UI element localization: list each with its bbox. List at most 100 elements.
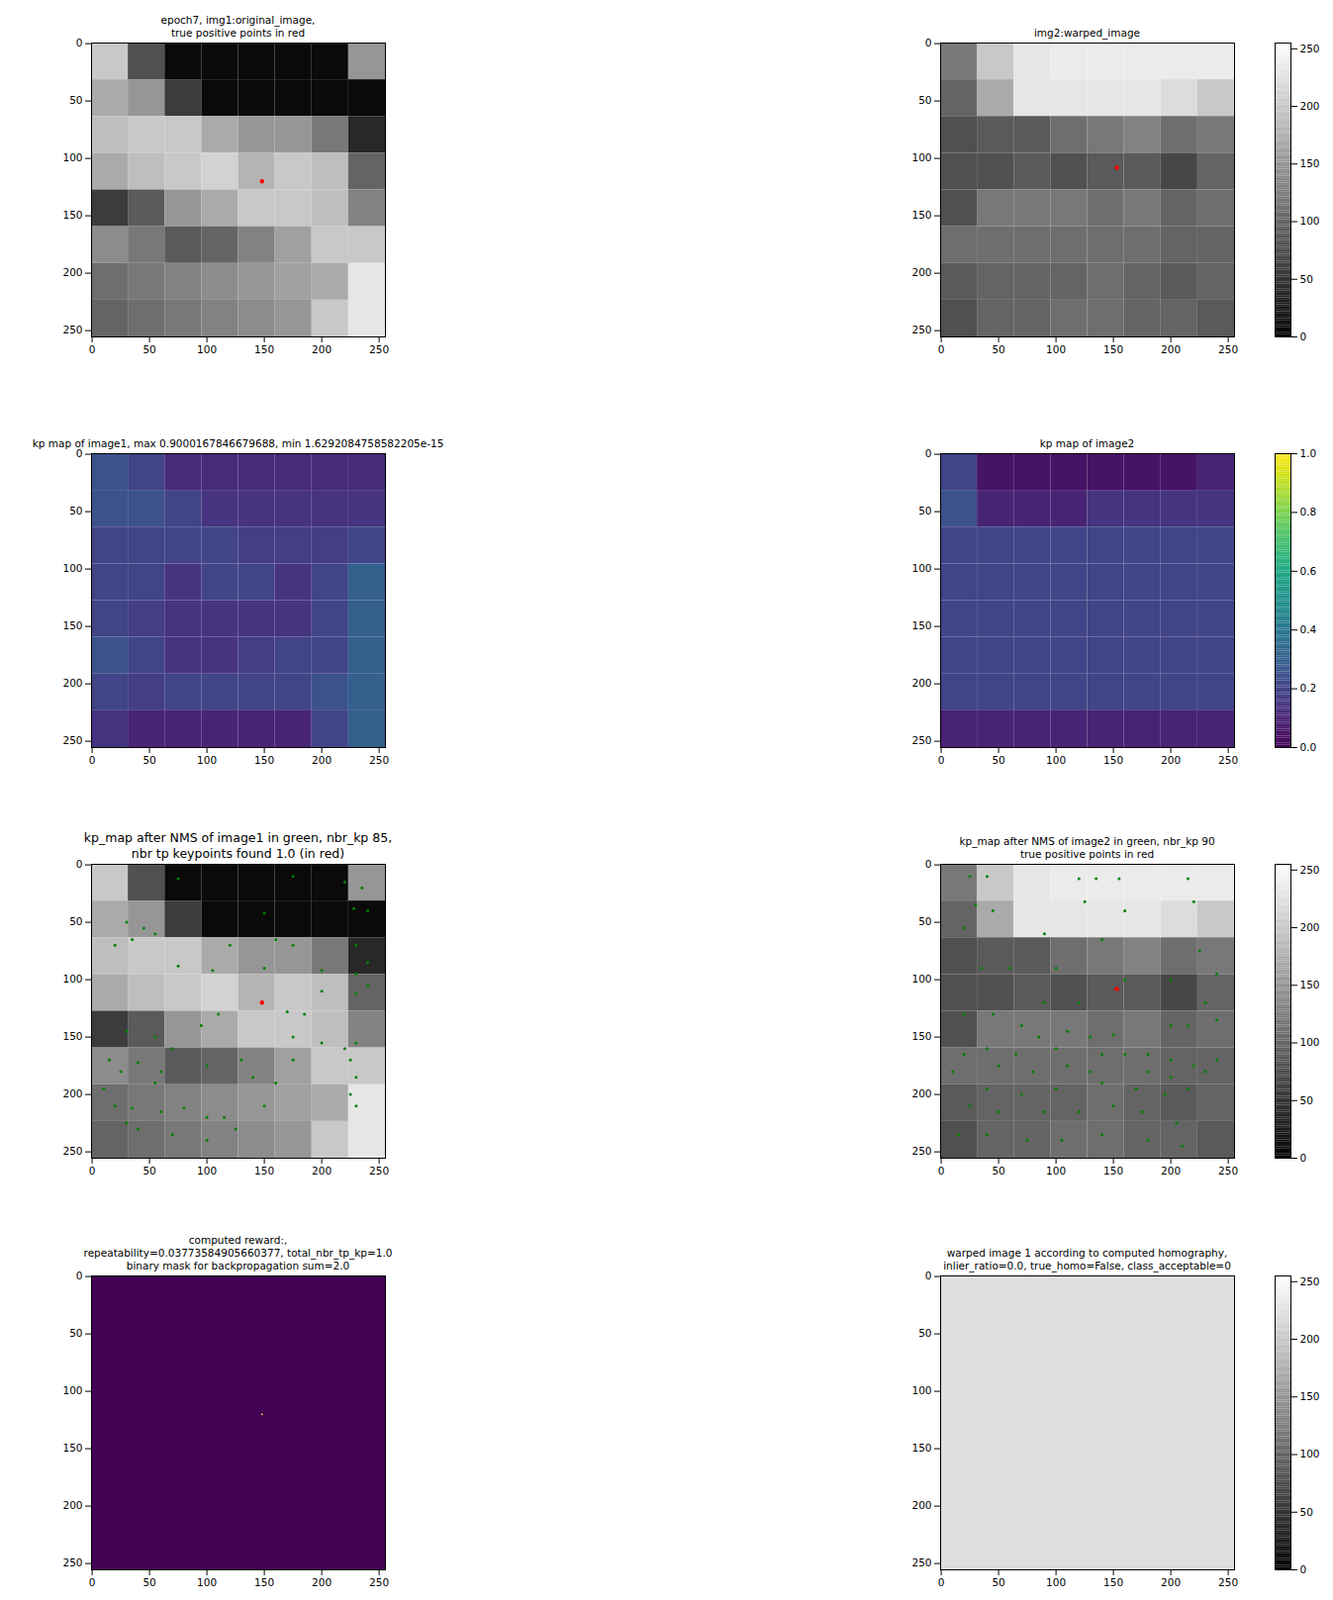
svg-text:100: 100	[196, 1576, 217, 1589]
svg-text:150: 150	[62, 1030, 83, 1043]
svg-text:50: 50	[69, 94, 83, 106]
svg-text:250: 250	[62, 1556, 83, 1569]
svg-text:150: 150	[911, 619, 932, 632]
svg-text:200: 200	[1160, 343, 1181, 356]
svg-text:150: 150	[254, 1164, 275, 1177]
svg-text:50: 50	[918, 1327, 932, 1339]
svg-text:100: 100	[1046, 754, 1066, 766]
svg-text:50: 50	[142, 754, 156, 766]
svg-text:0.6: 0.6	[1300, 565, 1318, 577]
svg-text:150: 150	[62, 1441, 83, 1454]
svg-text:50: 50	[991, 1164, 1005, 1177]
svg-text:50: 50	[918, 915, 932, 928]
svg-text:150: 150	[1300, 157, 1321, 170]
svg-text:250: 250	[62, 323, 83, 336]
svg-text:250: 250	[1218, 1576, 1238, 1589]
svg-text:250: 250	[62, 734, 83, 747]
svg-text:150: 150	[911, 1030, 932, 1043]
svg-text:150: 150	[254, 343, 275, 356]
svg-text:0: 0	[76, 1269, 84, 1282]
svg-text:50: 50	[918, 504, 932, 517]
svg-text:200: 200	[911, 1087, 932, 1100]
svg-text:200: 200	[911, 676, 932, 689]
svg-text:100: 100	[62, 562, 83, 574]
svg-text:100: 100	[1046, 1576, 1066, 1589]
svg-text:200: 200	[311, 343, 332, 356]
svg-text:50: 50	[142, 1576, 156, 1589]
svg-text:200: 200	[1300, 921, 1321, 934]
svg-text:100: 100	[196, 343, 217, 356]
svg-text:150: 150	[1300, 978, 1321, 991]
svg-text:250: 250	[62, 1144, 83, 1157]
svg-text:250: 250	[1300, 863, 1321, 876]
svg-text:250: 250	[1218, 343, 1238, 356]
svg-text:0.0: 0.0	[1300, 741, 1318, 754]
svg-text:150: 150	[254, 1576, 275, 1589]
svg-text:200: 200	[62, 676, 83, 689]
svg-text:150: 150	[911, 1441, 932, 1454]
svg-text:0: 0	[89, 343, 96, 356]
svg-text:100: 100	[1300, 1036, 1321, 1048]
svg-text:0: 0	[89, 754, 96, 766]
svg-text:100: 100	[911, 972, 932, 985]
svg-text:250: 250	[1300, 42, 1321, 55]
svg-text:150: 150	[62, 208, 83, 221]
svg-text:1.0: 1.0	[1300, 447, 1318, 460]
svg-text:50: 50	[142, 343, 156, 356]
svg-text:250: 250	[911, 1556, 932, 1569]
svg-text:100: 100	[911, 151, 932, 164]
svg-text:250: 250	[369, 1164, 389, 1177]
svg-text:200: 200	[62, 1087, 83, 1100]
svg-text:0: 0	[1300, 330, 1308, 343]
svg-text:0.4: 0.4	[1300, 623, 1318, 636]
svg-text:100: 100	[911, 1384, 932, 1397]
svg-text:0: 0	[925, 857, 933, 870]
svg-text:250: 250	[911, 734, 932, 747]
svg-text:200: 200	[1300, 1333, 1321, 1345]
svg-text:0: 0	[925, 447, 933, 460]
svg-text:0: 0	[76, 447, 84, 460]
svg-text:200: 200	[911, 1499, 932, 1512]
svg-text:50: 50	[991, 1576, 1005, 1589]
svg-text:250: 250	[369, 1576, 389, 1589]
svg-text:50: 50	[142, 1164, 156, 1177]
svg-text:250: 250	[1218, 1164, 1238, 1177]
svg-text:100: 100	[62, 151, 83, 164]
svg-text:250: 250	[369, 343, 389, 356]
svg-text:0: 0	[76, 36, 84, 49]
svg-text:0: 0	[938, 1576, 946, 1589]
svg-text:100: 100	[62, 1384, 83, 1397]
svg-text:50: 50	[1300, 1094, 1314, 1107]
svg-text:200: 200	[1160, 754, 1181, 766]
svg-text:50: 50	[1300, 1506, 1314, 1519]
svg-text:100: 100	[1300, 214, 1321, 227]
svg-text:50: 50	[1300, 273, 1314, 286]
svg-text:100: 100	[196, 1164, 217, 1177]
svg-text:0.2: 0.2	[1300, 681, 1318, 694]
svg-text:0: 0	[938, 754, 946, 766]
svg-text:0: 0	[925, 36, 933, 49]
svg-text:100: 100	[196, 754, 217, 766]
svg-text:200: 200	[311, 754, 332, 766]
svg-text:0: 0	[938, 343, 946, 356]
svg-text:0: 0	[76, 857, 84, 870]
svg-text:200: 200	[62, 266, 83, 279]
svg-text:200: 200	[1160, 1576, 1181, 1589]
svg-text:200: 200	[911, 266, 932, 279]
svg-text:250: 250	[911, 1144, 932, 1157]
svg-text:0: 0	[938, 1164, 946, 1177]
svg-text:50: 50	[69, 1327, 83, 1339]
svg-text:150: 150	[1103, 1576, 1124, 1589]
svg-text:250: 250	[911, 323, 932, 336]
svg-text:50: 50	[991, 343, 1005, 356]
svg-text:200: 200	[1300, 99, 1321, 112]
svg-text:250: 250	[1218, 754, 1238, 766]
svg-text:200: 200	[311, 1164, 332, 1177]
svg-text:150: 150	[254, 754, 275, 766]
svg-text:100: 100	[1046, 1164, 1066, 1177]
svg-text:200: 200	[311, 1576, 332, 1589]
svg-text:150: 150	[1103, 754, 1124, 766]
svg-text:100: 100	[1300, 1447, 1321, 1460]
svg-text:100: 100	[1046, 343, 1066, 356]
svg-text:0: 0	[89, 1576, 96, 1589]
